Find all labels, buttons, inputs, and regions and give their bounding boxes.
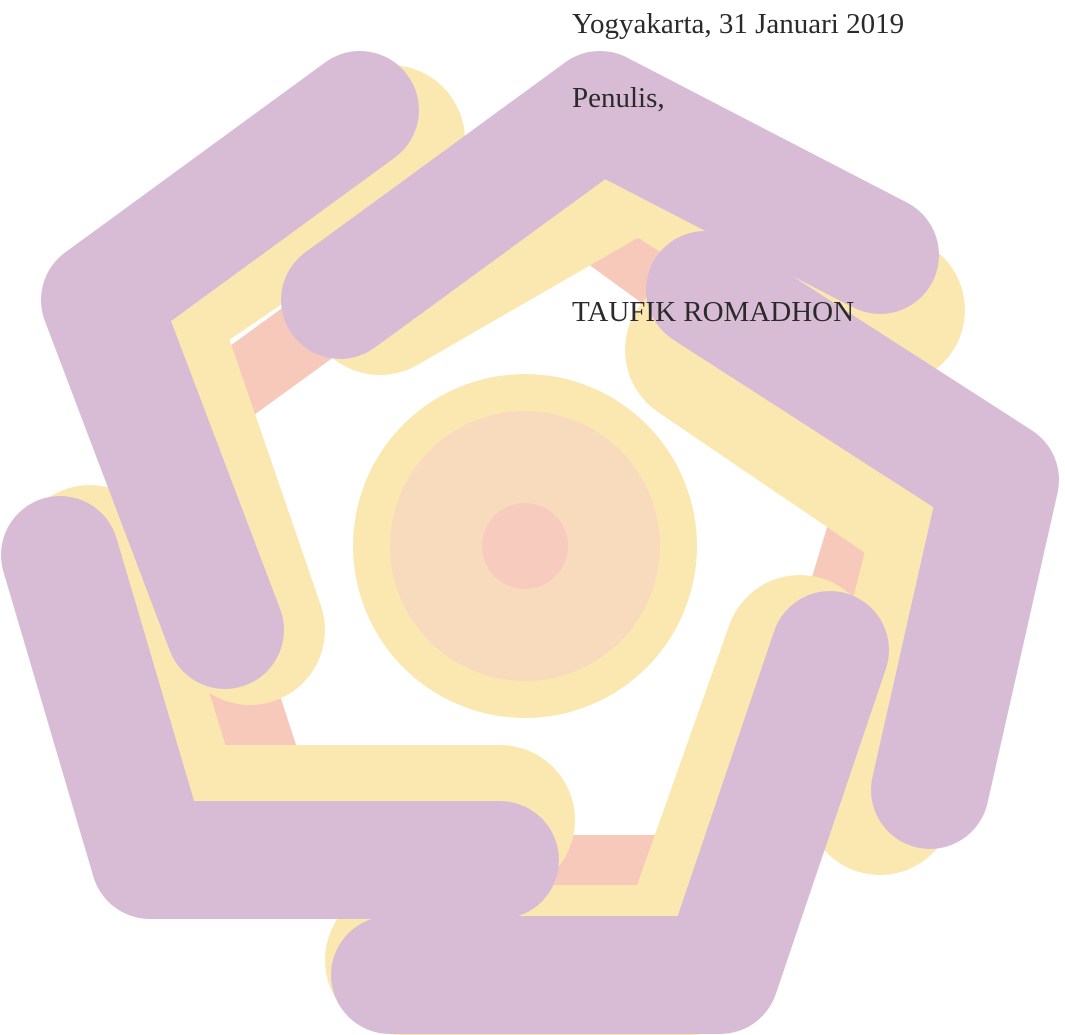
author-name: TAUFIK ROMADHON — [572, 296, 855, 328]
logo-circle-core — [482, 503, 568, 589]
place-date: Yogyakarta, 31 Januari 2019 — [572, 8, 905, 40]
logo-purple-bands — [1, 51, 1059, 1034]
role: Penulis, — [572, 82, 665, 114]
